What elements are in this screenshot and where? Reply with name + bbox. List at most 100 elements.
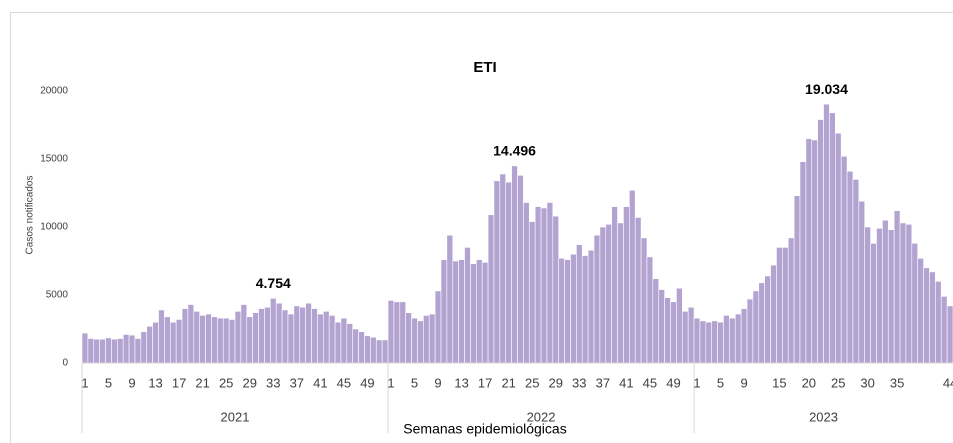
bar xyxy=(258,308,265,364)
bar xyxy=(658,289,665,364)
bar xyxy=(352,328,359,364)
data-label: 19.034 xyxy=(805,81,848,97)
x-group-label: 2023 xyxy=(809,409,838,424)
bar xyxy=(440,259,448,364)
x-tick-label: 37 xyxy=(290,375,304,390)
bar xyxy=(393,301,401,364)
bar xyxy=(864,226,871,364)
x-tick-label: 29 xyxy=(549,375,563,390)
y-tick-label: 0 xyxy=(62,358,68,369)
bar xyxy=(681,311,689,364)
x-tick-label: 13 xyxy=(148,375,162,390)
bar xyxy=(117,338,124,364)
bar xyxy=(664,297,671,364)
bar xyxy=(846,170,854,364)
x-tick-label: 21 xyxy=(195,375,209,390)
bar xyxy=(823,103,830,364)
bar xyxy=(805,138,813,364)
bar xyxy=(175,319,183,364)
bar xyxy=(511,165,518,364)
bar xyxy=(493,180,501,364)
bar xyxy=(705,321,713,364)
bar xyxy=(629,189,636,364)
y-tick-label: 15000 xyxy=(40,154,68,165)
x-tick-label: 49 xyxy=(360,375,374,390)
bar xyxy=(476,259,483,364)
bar xyxy=(734,313,742,364)
bar xyxy=(917,257,924,364)
x-tick-label: 5 xyxy=(105,375,112,390)
bar xyxy=(940,296,948,364)
x-tick-label: 5 xyxy=(717,375,724,390)
bar xyxy=(275,302,283,364)
bar xyxy=(228,319,236,364)
bar xyxy=(252,312,259,364)
bar xyxy=(334,321,342,364)
bar xyxy=(234,311,242,364)
bar xyxy=(587,249,595,364)
bar xyxy=(381,339,389,364)
bar xyxy=(740,308,748,364)
x-tick-label: 35 xyxy=(890,375,904,390)
bar xyxy=(570,253,577,364)
bar xyxy=(446,234,454,364)
x-tick-label: 17 xyxy=(478,375,492,390)
x-tick-label: 1 xyxy=(387,375,394,390)
bar xyxy=(205,313,212,364)
bar xyxy=(399,301,406,364)
bar xyxy=(99,338,106,364)
data-label: 4.754 xyxy=(256,275,291,291)
bar xyxy=(611,206,618,364)
bar xyxy=(552,215,559,364)
bar xyxy=(605,223,612,364)
bar xyxy=(87,338,95,364)
bar xyxy=(264,306,271,364)
bar xyxy=(246,316,253,364)
bar xyxy=(811,139,818,364)
bar xyxy=(935,281,942,364)
bar xyxy=(670,301,677,364)
bar xyxy=(676,287,683,364)
bar xyxy=(152,321,159,364)
bar xyxy=(834,132,842,364)
bar xyxy=(158,309,165,364)
x-tick-label: 41 xyxy=(313,375,327,390)
bar xyxy=(311,308,318,364)
bar xyxy=(840,155,848,364)
x-tick-label: 41 xyxy=(619,375,633,390)
bar xyxy=(411,317,418,364)
bar xyxy=(517,175,524,364)
x-tick-label: 20 xyxy=(802,375,816,390)
x-tick-label: 49 xyxy=(666,375,680,390)
bar xyxy=(187,304,195,364)
bar xyxy=(305,302,312,364)
bar xyxy=(358,331,365,364)
bar xyxy=(558,257,565,364)
bar xyxy=(776,247,783,364)
bar xyxy=(287,313,295,364)
bar xyxy=(893,210,901,364)
bar xyxy=(758,282,765,364)
bar xyxy=(752,290,760,364)
bar xyxy=(905,223,913,364)
bar xyxy=(646,256,654,364)
x-tick-label: 17 xyxy=(172,375,186,390)
bar xyxy=(181,308,189,364)
bar xyxy=(923,267,930,364)
bar xyxy=(729,317,736,364)
bar xyxy=(164,316,171,364)
bar xyxy=(81,332,89,364)
y-axis-label: Casos notificados xyxy=(25,176,36,255)
bar xyxy=(299,306,306,364)
bar xyxy=(423,315,430,364)
x-tick-label: 33 xyxy=(266,375,280,390)
x-tick-label: 37 xyxy=(596,375,610,390)
x-tick-label: 9 xyxy=(740,375,747,390)
bar xyxy=(946,305,953,364)
bar xyxy=(111,338,118,364)
bar xyxy=(169,321,177,364)
x-tick-label: 29 xyxy=(242,375,256,390)
bar xyxy=(929,271,936,364)
bar xyxy=(340,317,348,364)
bar xyxy=(858,200,866,364)
